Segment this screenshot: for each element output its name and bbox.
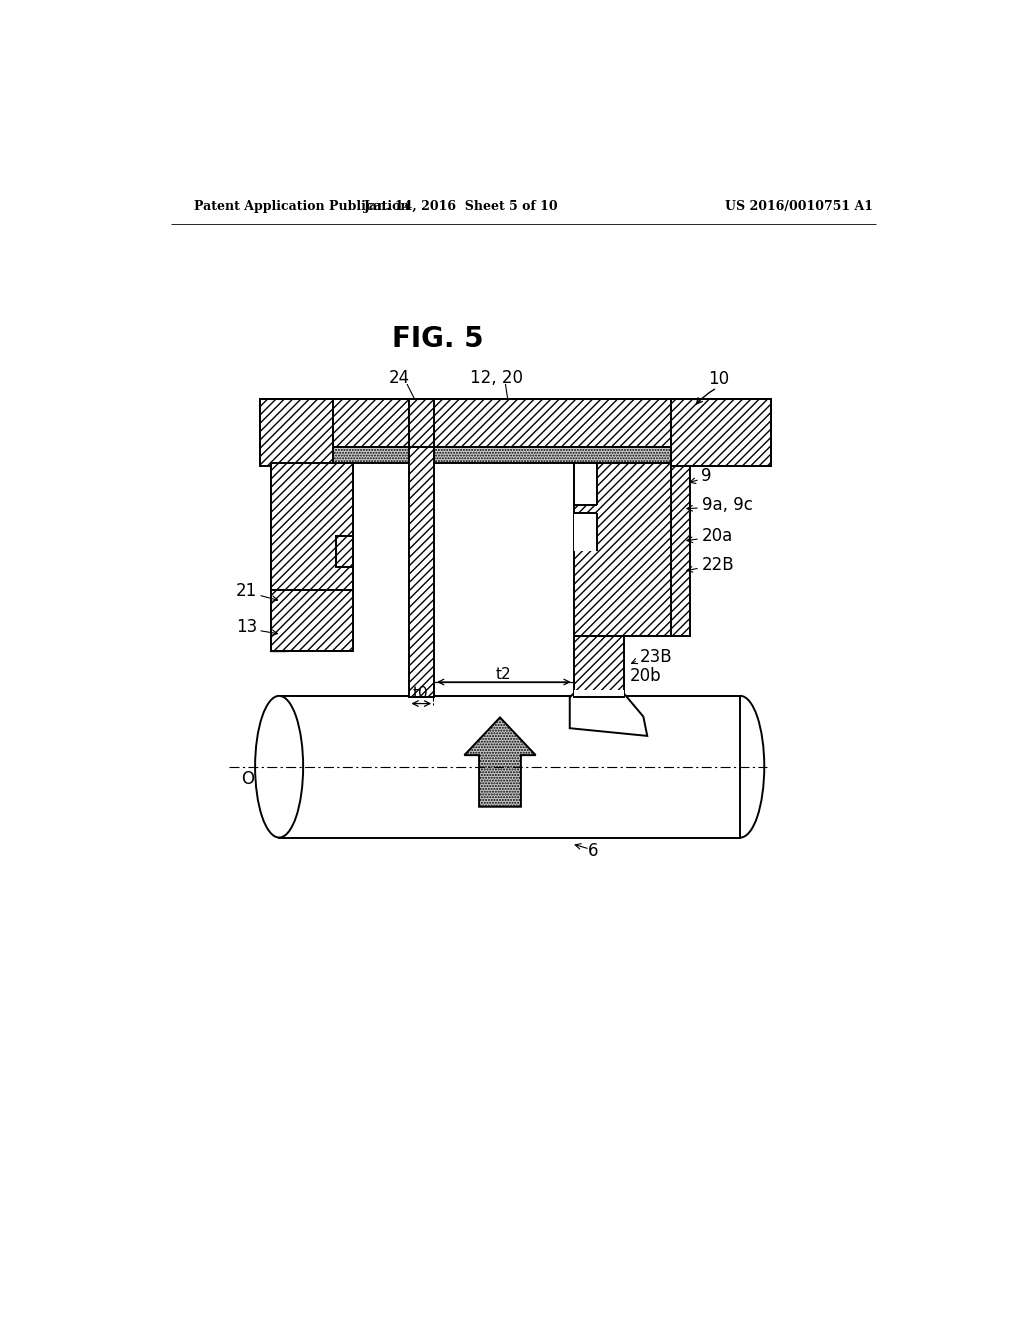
Text: 22B: 22B — [701, 556, 734, 574]
Polygon shape — [464, 718, 536, 807]
Text: 20b: 20b — [630, 667, 662, 685]
Text: 20a: 20a — [701, 527, 733, 545]
Text: 13: 13 — [237, 618, 257, 635]
Bar — [573, 636, 624, 697]
Bar — [280, 696, 740, 837]
Bar — [671, 400, 771, 466]
Bar — [573, 689, 624, 701]
Text: 9: 9 — [701, 467, 712, 486]
Polygon shape — [671, 400, 771, 636]
Bar — [260, 400, 334, 466]
Text: FIG. 5: FIG. 5 — [392, 325, 483, 354]
Polygon shape — [260, 400, 352, 651]
Text: 10: 10 — [708, 371, 729, 388]
Text: 21: 21 — [237, 582, 257, 601]
Bar — [573, 512, 597, 552]
Bar — [271, 462, 352, 590]
Bar — [573, 462, 597, 506]
Text: 12, 20: 12, 20 — [470, 368, 522, 387]
Text: O: O — [242, 770, 255, 788]
Text: Jan. 14, 2016  Sheet 5 of 10: Jan. 14, 2016 Sheet 5 of 10 — [364, 201, 558, 214]
Text: 23B: 23B — [640, 648, 672, 667]
Text: 6: 6 — [588, 842, 598, 861]
Bar — [573, 462, 671, 636]
Polygon shape — [569, 693, 647, 737]
Polygon shape — [271, 590, 352, 651]
Text: t2: t2 — [496, 667, 512, 682]
Text: Patent Application Publication: Patent Application Publication — [194, 201, 410, 214]
Bar — [409, 400, 434, 697]
Bar — [334, 400, 671, 447]
Text: 9a, 9c: 9a, 9c — [701, 496, 753, 513]
Text: 24: 24 — [389, 368, 410, 387]
Ellipse shape — [255, 696, 303, 838]
Bar — [334, 447, 671, 462]
Bar — [336, 536, 352, 566]
Text: US 2016/0010751 A1: US 2016/0010751 A1 — [725, 201, 872, 214]
Bar — [334, 462, 671, 924]
Text: t0: t0 — [413, 686, 428, 701]
